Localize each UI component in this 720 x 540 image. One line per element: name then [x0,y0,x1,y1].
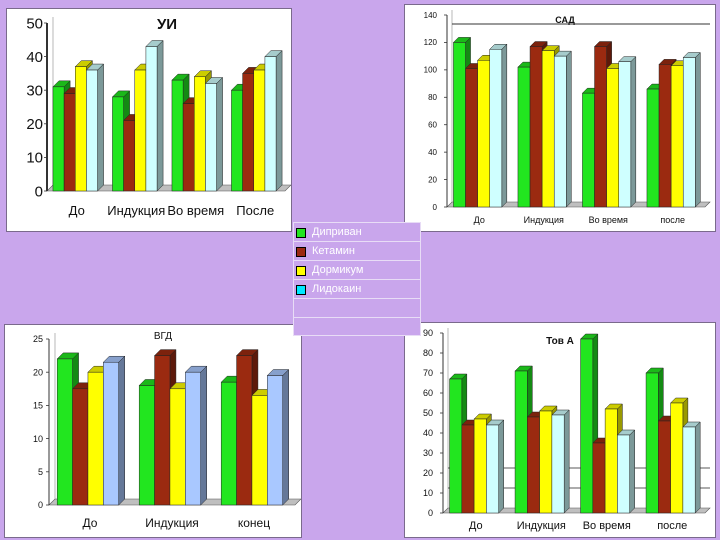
y-tick-label: 0 [428,508,433,518]
chart-title: Тов А [546,336,574,347]
x-tick-label: До [469,520,483,532]
bar [682,51,701,208]
bar [204,76,224,192]
y-tick-label: 10 [26,150,43,167]
y-tick-label: 140 [424,11,438,20]
chart-sad: 0 20 40 60 80 100 120 140 До Индукция Во время посл… [424,10,711,225]
bar [184,365,208,506]
y-tick-label: 80 [428,93,437,102]
y-tick-label: 100 [424,66,438,75]
x-tick-label: Во время [589,215,628,225]
bar [485,419,505,514]
bar [264,49,283,192]
chart-panel-ui: 0 10 20 30 40 50 До Индукция Во время После УИ [6,8,292,232]
y-tick-label: 10 [423,488,433,498]
bar [145,39,164,192]
y-tick-label: 20 [428,175,437,184]
y-tick-label: 10 [33,434,43,444]
y-tick-label: 20 [423,468,433,478]
chart-legend: Диприван Кетамин Дормикум Лидокаин [293,222,421,336]
x-tick-label: Индукция [145,516,199,530]
legend-empty-row [294,299,420,318]
legend-item-diprivan: Диприван [294,223,420,242]
legend-label: Дормикум [312,264,364,276]
x-tick-label: До [69,203,85,218]
y-tick-label: 25 [33,334,43,344]
chart-title: УИ [157,16,177,33]
y-tick-label: 0 [433,203,438,212]
y-tick-label: 0 [38,500,43,510]
legend-label: Диприван [312,226,362,238]
y-tick-label: 15 [33,401,43,411]
y-tick-label: 30 [26,82,43,99]
bar [616,429,636,514]
chart-title: САД [555,15,575,25]
y-tick-label: 40 [428,148,437,157]
chart-panel-sad: 0 20 40 60 80 100 120 140 До Индукция Во время посл… [404,4,716,232]
y-tick-label: 70 [423,368,433,378]
y-tick-label: 30 [423,448,433,458]
x-tick-label: после [660,215,685,225]
legend-swatch [296,228,306,238]
legend-item-lidokain: Лидокаин [294,280,420,299]
bar [618,56,637,208]
legend-swatch [296,285,306,295]
legend-label: Лидокаин [312,283,362,295]
legend-label: Кетамин [312,245,355,257]
legend-item-dormikum: Дормикум [294,261,420,280]
y-tick-label: 0 [35,183,43,200]
bar [266,368,290,506]
y-tick-label: 20 [26,116,43,133]
bar [85,63,105,192]
chart-ui: 0 10 20 30 40 50 До Индукция Во время После УИ [26,15,291,218]
x-tick-label: Во время [583,520,631,532]
y-tick-label: 50 [423,408,433,418]
legend-swatch [296,247,306,257]
y-tick-label: 40 [423,428,433,438]
y-tick-label: 20 [33,367,43,377]
y-tick-label: 120 [424,38,438,47]
y-tick-label: 60 [423,388,433,398]
x-tick-label: Во время [167,203,224,218]
x-tick-label: конец [238,516,270,530]
chart-title: ВГД [154,331,172,342]
x-tick-label: Индукция [524,215,564,225]
y-tick-label: 40 [26,49,43,66]
bar [489,43,508,208]
x-tick-label: Индукция [517,520,566,532]
bar [102,355,126,506]
legend-empty-row [294,318,420,336]
x-tick-label: До [474,215,485,225]
chart-vgd: 0 5 10 15 20 25 До Индукция конец ВГД [33,331,301,530]
y-tick-label: 80 [423,348,433,358]
y-tick-label: 50 [26,15,43,32]
chart-panel-vgd: 0 5 10 15 20 25 До Индукция конец ВГД [4,324,302,538]
x-tick-label: после [657,520,687,532]
chart-tov-a: 0 10 20 30 40 50 60 70 80 90 До Индукция Во время пос… [423,328,711,532]
y-tick-label: 60 [428,121,437,130]
x-tick-label: Индукция [107,203,165,218]
y-tick-label: 90 [423,328,433,338]
bar [682,421,701,514]
chart-panel-tov-a: 0 10 20 30 40 50 60 70 80 90 До Индукция Во время пос… [404,322,716,538]
legend-item-ketamin: Кетамин [294,242,420,261]
legend-swatch [296,266,306,276]
x-tick-label: До [83,516,98,530]
bar [553,50,572,208]
bar [551,409,570,514]
x-tick-label: После [236,203,274,218]
y-tick-label: 5 [38,467,43,477]
